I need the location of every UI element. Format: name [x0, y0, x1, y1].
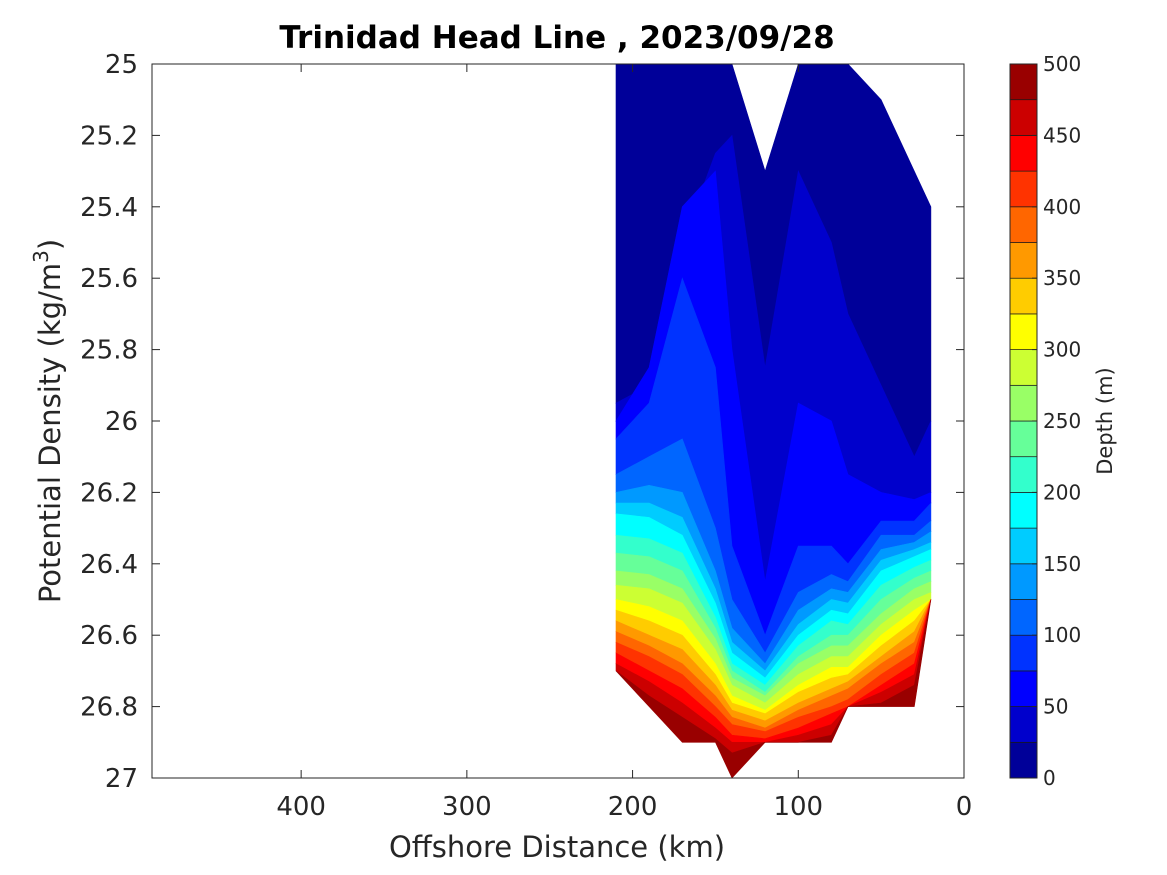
y-tick-label: 26.8 — [80, 693, 138, 723]
colorbar-swatch — [1009, 706, 1038, 743]
x-tick-label: 100 — [773, 792, 823, 822]
colorbar-tick-label: 450 — [1043, 123, 1081, 147]
contour-band — [615, 599, 932, 779]
colorbar-label: Depth (m) — [1093, 367, 1117, 474]
y-tick-label: 26.6 — [80, 621, 138, 651]
colorbar-tick-label: 0 — [1043, 766, 1056, 790]
colorbar-swatch — [1009, 670, 1038, 707]
colorbar-tick-label: 100 — [1043, 623, 1081, 647]
colorbar-swatch — [1009, 527, 1038, 565]
colorbar-swatch — [1009, 420, 1038, 458]
colorbar-swatch — [1009, 135, 1038, 172]
y-tick-label: 25 — [105, 50, 138, 80]
x-tick-label: 200 — [608, 792, 658, 822]
y-tick-label: 27 — [105, 764, 138, 794]
chart-title: Trinidad Head Line , 2023/09/28 — [279, 20, 834, 56]
colorbar-tick-label: 50 — [1043, 695, 1068, 719]
y-tick-label: 26.2 — [80, 478, 138, 508]
colorbar-tick-label: 400 — [1043, 195, 1081, 219]
colorbar-swatch — [1009, 170, 1038, 208]
x-axis-label: Offshore Distance (km) — [389, 830, 725, 864]
x-tick-label: 400 — [276, 792, 326, 822]
y-tick-label: 25.6 — [80, 264, 138, 294]
colorbar-swatch — [1009, 492, 1038, 529]
colorbar-swatch — [1009, 456, 1038, 493]
colorbar-swatch — [1009, 741, 1038, 779]
colorbar-swatch — [1009, 63, 1038, 101]
colorbar-tick-label: 200 — [1043, 480, 1081, 504]
y-axis-label-sup: 3 — [29, 250, 53, 263]
colorbar-tick-label: 500 — [1043, 52, 1081, 76]
colorbar-swatch — [1009, 99, 1038, 136]
y-tick-label: 25.4 — [80, 193, 138, 223]
colorbar-swatch — [1009, 313, 1038, 350]
colorbar-swatch — [1009, 563, 1038, 600]
colorbar-swatch — [1009, 242, 1038, 279]
colorbar-swatch — [1009, 349, 1038, 386]
colorbar-tick-label: 150 — [1043, 552, 1081, 576]
y-tick-label: 25.2 — [80, 121, 138, 151]
colorbar-tick-label: 250 — [1043, 409, 1081, 433]
colorbar-tick-label: 300 — [1043, 338, 1081, 362]
colorbar-swatch — [1009, 277, 1038, 315]
colorbar-swatch — [1009, 206, 1038, 243]
colorbar-tick-label: 350 — [1043, 266, 1081, 290]
x-tick-label: 0 — [956, 792, 973, 822]
colorbar-swatch — [1009, 599, 1038, 636]
y-tick-label: 26 — [105, 407, 138, 437]
colorbar-swatch — [1009, 384, 1038, 422]
y-axis-label-end: ) — [33, 239, 67, 250]
y-tick-label: 25.8 — [80, 336, 138, 366]
y-tick-label: 26.4 — [80, 550, 138, 580]
colorbar: 0 50 100 150 200 250 300 350 400 450 500 — [1009, 52, 1081, 790]
axes: 400 300 200 100 0 25 25.2 25.4 25.6 25.8 26 26.2 26.… — [80, 50, 972, 822]
y-axis-label-main: Potential Density (kg/m — [33, 263, 67, 603]
x-tick-label: 300 — [442, 792, 492, 822]
y-axis-label: Potential Density (kg/m3) — [29, 239, 67, 603]
colorbar-swatch — [1009, 634, 1038, 672]
plot-area — [615, 63, 932, 779]
